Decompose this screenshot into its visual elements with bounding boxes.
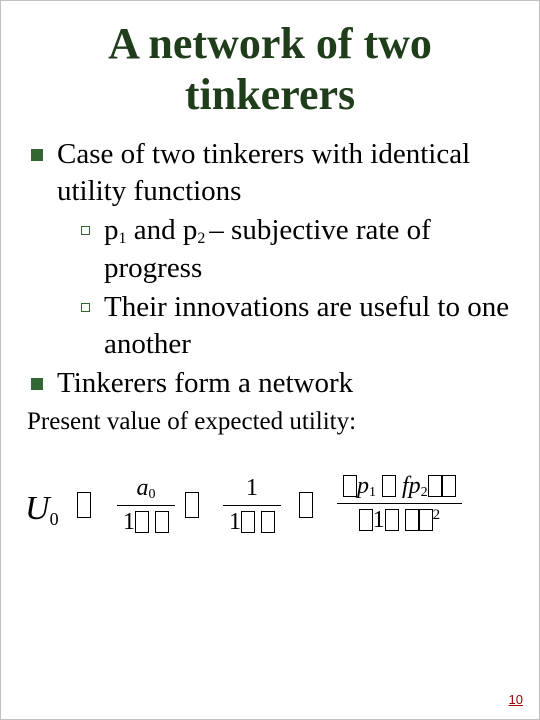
missing-glyph-icon xyxy=(135,511,149,533)
missing-glyph-icon xyxy=(405,509,419,531)
missing-glyph-icon xyxy=(382,475,396,497)
missing-glyph-icon xyxy=(299,492,313,518)
operator-1 xyxy=(77,492,91,523)
U-symbol: U xyxy=(25,490,50,527)
content-area: Case of two tinkerers with identical uti… xyxy=(1,132,539,402)
operator-2 xyxy=(185,492,199,523)
missing-glyph-icon xyxy=(385,509,399,531)
fraction-2: 1 1 xyxy=(223,474,281,537)
fraction-1-den: 1 xyxy=(117,508,175,537)
bullet-item-2: Tinkerers form a network xyxy=(31,365,515,402)
formula-lhs: U0 xyxy=(25,490,59,528)
fraction-1: a0 1 xyxy=(117,474,175,537)
missing-glyph-icon xyxy=(343,475,357,497)
title-line-1: A network of two xyxy=(108,19,432,68)
operator-3 xyxy=(299,492,313,523)
missing-glyph-icon xyxy=(359,509,373,531)
square-bullet-icon xyxy=(31,149,43,161)
missing-glyph-icon xyxy=(419,509,433,531)
missing-glyph-icon xyxy=(428,475,442,497)
fraction-3: p1 fp2 1 2 xyxy=(337,472,462,535)
missing-glyph-icon xyxy=(77,492,91,518)
slide-title: A network of two tinkerers xyxy=(1,1,539,132)
and-p: and p xyxy=(126,214,197,246)
page-number: 10 xyxy=(509,692,523,707)
fraction-2-num: 1 xyxy=(223,474,281,503)
utility-formula: U0 a0 1 1 1 p1 fp2 1 2 xyxy=(21,470,539,560)
missing-glyph-icon xyxy=(241,511,255,533)
missing-glyph-icon xyxy=(155,511,169,533)
sub-bullet-item-1: p1 and p2 – subjective rate of progress xyxy=(81,212,515,286)
fraction-2-den: 1 xyxy=(223,508,281,537)
sub-bullet-item-2: Their innovations are useful to one anot… xyxy=(81,289,515,363)
hollow-square-bullet-icon xyxy=(81,226,90,235)
bullet-item-2-text: Tinkerers form a network xyxy=(57,365,515,402)
hollow-square-bullet-icon xyxy=(81,303,90,312)
bullet-item-1: Case of two tinkerers with identical uti… xyxy=(31,136,515,210)
sub-bullet-2-text: Their innovations are useful to one anot… xyxy=(104,289,515,363)
subscript-2: 2 xyxy=(197,230,209,247)
missing-glyph-icon xyxy=(261,511,275,533)
present-value-label: Present value of expected utility: xyxy=(1,404,539,436)
fraction-1-num: a0 xyxy=(117,474,175,503)
fraction-3-den: 1 2 xyxy=(337,506,462,535)
sub-bullet-1-text: p1 and p2 – subjective rate of progress xyxy=(104,212,515,286)
p-symbol: p xyxy=(104,214,119,246)
subscript-1: 1 xyxy=(119,230,127,247)
missing-glyph-icon xyxy=(442,475,456,497)
square-bullet-icon xyxy=(31,378,43,390)
fraction-3-num: p1 fp2 xyxy=(337,472,462,501)
title-line-2: tinkerers xyxy=(185,70,355,119)
bullet-item-1-text: Case of two tinkerers with identical uti… xyxy=(57,136,515,210)
subscript-0: 0 xyxy=(50,509,59,529)
missing-glyph-icon xyxy=(185,492,199,518)
